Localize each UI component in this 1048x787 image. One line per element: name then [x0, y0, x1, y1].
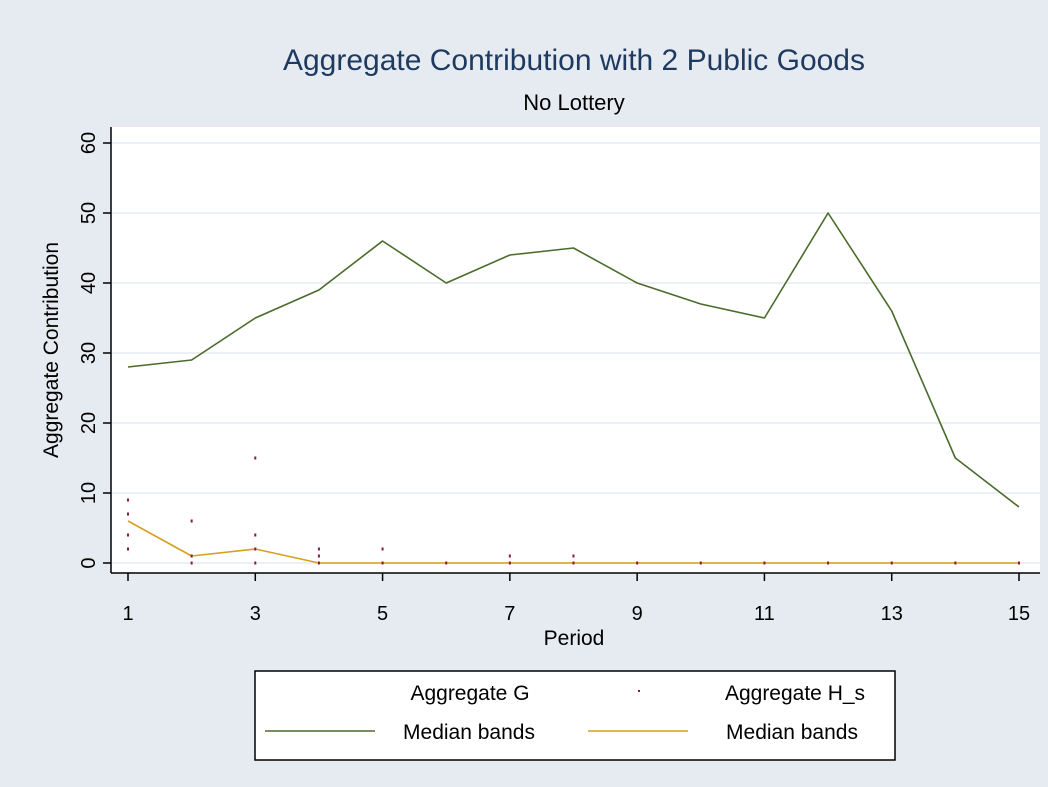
scatter-point-aggregate-hs	[508, 554, 511, 558]
x-tick-label: 1	[122, 603, 133, 625]
x-axis-label: Period	[544, 627, 605, 650]
x-tick-label: 3	[250, 603, 261, 625]
legend: Aggregate G Aggregate H_s Median bands M…	[254, 670, 896, 761]
series-layer	[127, 212, 1020, 565]
grid-lines	[111, 142, 1040, 564]
scatter-point-aggregate-hs	[127, 533, 129, 537]
scatter-point-aggregate-hs	[317, 561, 320, 565]
x-tick-label: 11	[754, 603, 775, 625]
scatter-point-aggregate-hs	[508, 561, 511, 565]
y-tick-label: 50	[78, 202, 100, 224]
scatter-point-aggregate-hs	[317, 547, 320, 551]
scatter-point-aggregate-hs	[254, 533, 257, 537]
y-tick-label: 20	[78, 412, 100, 434]
y-tick-label: 40	[78, 272, 100, 294]
y-tick-label: 10	[78, 482, 100, 504]
scatter-point-aggregate-hs	[1018, 561, 1020, 565]
x-tick-label: 5	[377, 603, 388, 625]
y-tick-label: 60	[78, 132, 100, 154]
scatter-point-aggregate-hs	[572, 561, 575, 565]
chart-title: Aggregate Contribution with 2 Public Goo…	[283, 44, 865, 77]
scatter-point-aggregate-hs	[190, 554, 193, 558]
scatter-point-aggregate-hs	[636, 561, 639, 565]
scatter-point-aggregate-hs	[381, 547, 384, 551]
legend-box	[254, 670, 896, 761]
scatter-point-aggregate-hs	[127, 547, 129, 551]
x-tick-label: 15	[1008, 603, 1030, 625]
chart-subtitle: No Lottery	[523, 90, 625, 115]
scatter-point-aggregate-hs	[699, 561, 702, 565]
legend-label-median-bands-orange: Median bands	[726, 721, 858, 744]
x-tick-label: 9	[632, 603, 643, 625]
y-axis-label: Aggregate Contribution	[40, 242, 63, 458]
axes	[110, 127, 1040, 574]
scatter-point-aggregate-hs	[317, 554, 320, 558]
scatter-point-aggregate-hs	[254, 561, 257, 565]
scatter-point-aggregate-hs	[190, 519, 193, 523]
scatter-point-aggregate-hs	[763, 561, 766, 565]
series-line-median-bands-green	[127, 212, 1020, 508]
scatter-point-aggregate-hs	[890, 561, 893, 565]
x-tick-label: 13	[881, 603, 903, 625]
scatter-point-aggregate-hs	[127, 512, 129, 516]
y-tick-label: 0	[78, 557, 100, 568]
scatter-point-aggregate-hs	[190, 561, 193, 565]
scatter-point-aggregate-hs	[254, 456, 257, 460]
x-tick-label: 7	[504, 603, 515, 625]
scatter-point-aggregate-hs	[954, 561, 957, 565]
legend-label-aggregate-hs: Aggregate H_s	[725, 682, 865, 705]
legend-label-aggregate-g: Aggregate G	[410, 682, 529, 705]
scatter-point-aggregate-hs	[572, 554, 575, 558]
scatter-point-aggregate-hs	[827, 561, 830, 565]
x-axis-ticks: 1 3 5 7 9 11 13 15	[122, 573, 1030, 625]
plot-area	[111, 127, 1040, 573]
legend-label-median-bands-green: Median bands	[403, 721, 535, 744]
legend-marker-aggregate-hs	[638, 690, 640, 692]
y-axis-ticks: 0 10 20 30 40 50 60	[78, 132, 111, 569]
scatter-point-aggregate-hs	[381, 561, 384, 565]
scatter-point-aggregate-hs	[127, 498, 129, 502]
scatter-point-aggregate-hs	[254, 547, 257, 551]
scatter-point-aggregate-hs	[445, 561, 448, 565]
y-tick-label: 30	[78, 342, 100, 364]
